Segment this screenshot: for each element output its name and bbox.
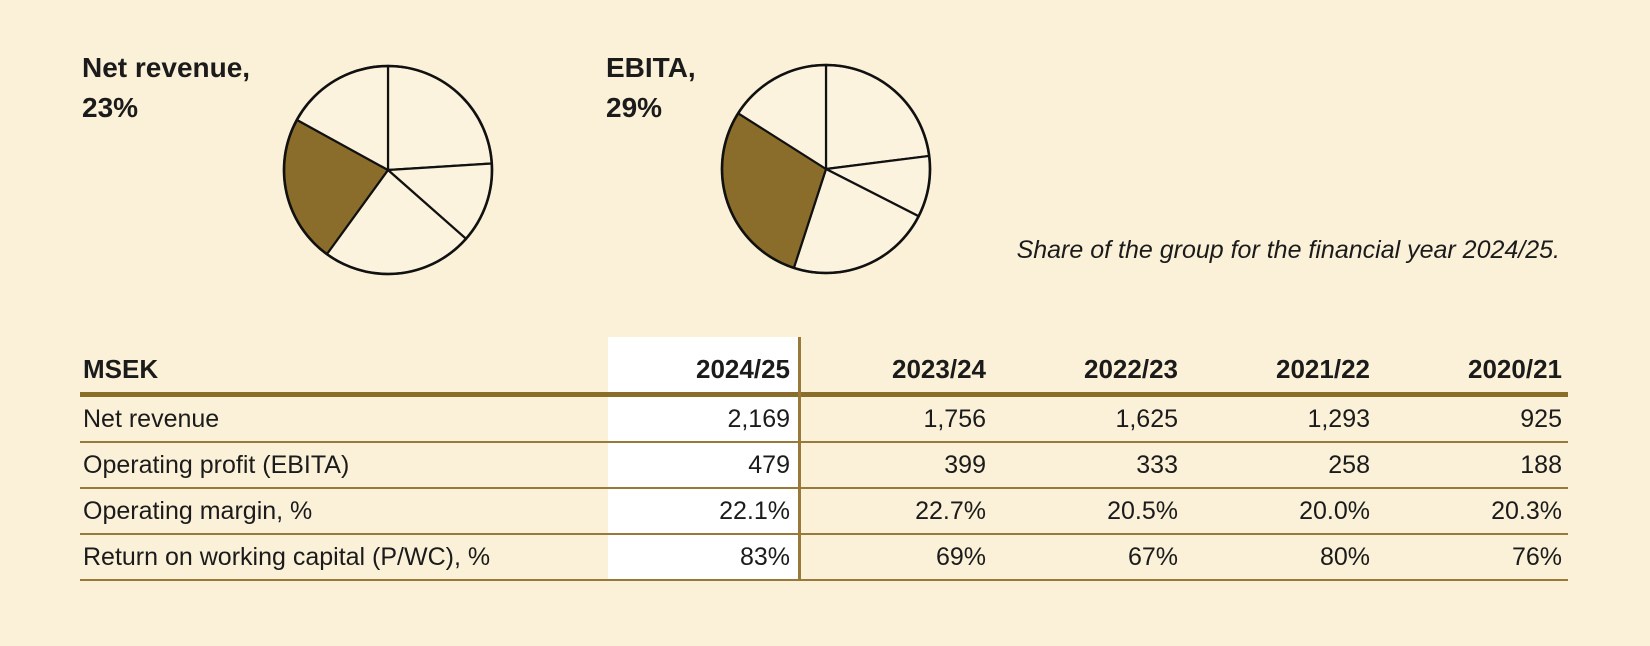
figure-caption: Share of the group for the financial yea… [1016, 236, 1560, 264]
value-cell: 22.7% [915, 496, 986, 525]
financial-table-grid: MSEK 2024/25 2023/24 2022/23 2021/22 202… [80, 337, 1568, 581]
value-cell: 399 [944, 450, 986, 479]
pie-outline [282, 64, 494, 276]
value-cell: 1,293 [1307, 404, 1370, 433]
value-cell: 20.5% [1107, 496, 1178, 525]
value-cell: 258 [1328, 450, 1370, 479]
net-revenue-pie-title: Net revenue, 23% [82, 48, 250, 128]
header-cell-2021-22: 2021/22 [1276, 354, 1370, 384]
header-cell-msek: MSEK [83, 354, 159, 384]
row-label-return-on-working-capital: Return on working capital (P/WC), % [83, 542, 491, 571]
header-cell-2022-23: 2022/23 [1084, 354, 1178, 384]
value-cell: 22.1% [719, 496, 790, 525]
row-separator [80, 441, 1568, 443]
value-cell: 1,756 [923, 404, 986, 433]
ebita-pie-chart [720, 63, 932, 275]
header-cell-2020-21: 2020/21 [1468, 354, 1562, 384]
header-cell-2023-24: 2023/24 [892, 354, 986, 384]
value-cell: 479 [748, 450, 790, 479]
value-cell: 1,625 [1115, 404, 1178, 433]
table-bottom-rule [80, 579, 1568, 581]
ebita-pie-title: EBITA, 29% [606, 48, 696, 128]
value-cell: 80% [1319, 542, 1370, 571]
row-label-operating-margin: Operating margin, % [83, 496, 313, 525]
header-cell-2024-25: 2024/25 [696, 354, 790, 384]
ebita-pie-title-percent: 29% [606, 92, 663, 123]
value-cell: 2,169 [727, 404, 790, 433]
row-separator [80, 487, 1568, 489]
value-cell: 67% [1127, 542, 1178, 571]
pie-slice [824, 63, 931, 171]
net-revenue-pie-chart [282, 64, 494, 276]
table-header-rule [80, 392, 1568, 397]
value-cell: 69% [935, 542, 986, 571]
ebita-pie-title-line1: EBITA, [606, 52, 696, 83]
row-label-net-revenue: Net revenue [83, 404, 220, 433]
value-cell: 20.3% [1491, 496, 1562, 525]
value-cell: 925 [1520, 404, 1562, 433]
highlight-column-divider [798, 337, 801, 581]
value-cell: 333 [1136, 450, 1178, 479]
value-cell: 20.0% [1299, 496, 1370, 525]
value-cell: 83% [739, 542, 790, 571]
value-cell: 76% [1511, 542, 1562, 571]
pie-outline [720, 63, 932, 275]
pie-slice [386, 64, 493, 172]
row-separator [80, 533, 1568, 535]
row-label-operating-profit: Operating profit (EBITA) [83, 450, 350, 479]
net-revenue-pie-title-line1: Net revenue, [82, 52, 251, 83]
highlight-column-band [608, 337, 800, 581]
financial-table: MSEK 2024/25 2023/24 2022/23 2021/22 202… [80, 337, 1568, 581]
net-revenue-pie-title-percent: 23% [82, 92, 139, 123]
value-cell: 188 [1520, 450, 1562, 479]
